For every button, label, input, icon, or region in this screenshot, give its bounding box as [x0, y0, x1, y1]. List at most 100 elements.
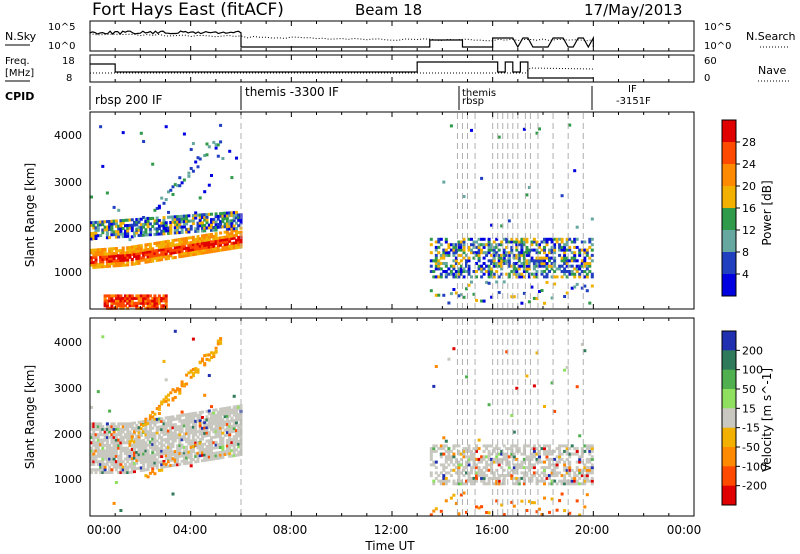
heatmap-cell [178, 417, 182, 420]
heatmap-cell [454, 444, 458, 448]
heatmap-cell [568, 471, 572, 475]
heatmap-cell [434, 262, 438, 265]
heatmap-cell [235, 413, 238, 417]
heatmap-cell [575, 460, 579, 464]
heatmap-cell [585, 248, 589, 252]
heatmap-cell [583, 256, 587, 260]
heatmap-cell [228, 244, 232, 248]
heatmap-cell [437, 251, 441, 255]
noise-right-tick-top: 10^5 [704, 22, 731, 33]
heatmap-cell [457, 272, 461, 276]
heatmap-cell [444, 272, 448, 276]
heatmap-cell [578, 471, 582, 475]
heatmap-cell [465, 270, 468, 273]
time-tick-0400: 04:00 [173, 523, 208, 537]
heatmap-cell [207, 423, 211, 426]
heatmap-cell [155, 444, 159, 448]
heatmap-cell [434, 248, 438, 252]
heatmap-cell [114, 306, 118, 310]
heatmap-cell [221, 418, 225, 422]
heatmap-cell [590, 272, 594, 276]
heatmap-cell [465, 447, 468, 451]
heatmap-cell [185, 249, 189, 253]
heatmap-cell [124, 296, 127, 300]
heatmap-cell [153, 472, 157, 476]
heatmap-cell [157, 294, 161, 298]
heatmap-cell [505, 240, 509, 244]
heatmap-cell [563, 256, 567, 260]
heatmap-cell [432, 449, 436, 453]
noise-left-tick-bottom: 10^0 [48, 41, 75, 52]
heatmap-cell [230, 211, 234, 215]
heatmap-cell [155, 301, 159, 305]
heatmap-cell [465, 375, 468, 379]
heatmap-cell [555, 240, 559, 244]
heatmap-cell [207, 452, 211, 456]
heatmap-cell [239, 221, 243, 225]
heatmap-cell [590, 457, 594, 461]
heatmap-cell [171, 248, 175, 252]
heatmap-cell [96, 433, 100, 437]
heatmap-cell [570, 264, 574, 268]
heatmap-cell [467, 237, 471, 241]
heatmap-cell [201, 246, 204, 250]
heatmap-cell [502, 251, 506, 255]
heatmap-cell [480, 455, 484, 459]
heatmap-cell [575, 245, 579, 249]
heatmap-cell [580, 248, 584, 252]
heatmap-cell [130, 462, 134, 466]
heatmap-cell [130, 296, 134, 300]
heatmap-cell [142, 140, 146, 143]
heatmap-cell [92, 422, 96, 426]
heatmap-cell [114, 462, 118, 466]
heatmap-cell [185, 230, 189, 234]
heatmap-cell [112, 501, 116, 505]
heatmap-cell [437, 447, 441, 451]
heatmap-cell [578, 272, 582, 276]
heatmap-cell [515, 466, 519, 470]
heatmap-cell [176, 460, 180, 464]
heatmap-cell [482, 455, 486, 459]
heatmap-cell [130, 454, 134, 458]
heatmap-cell [162, 294, 166, 298]
heatmap-cell [568, 259, 572, 263]
heatmap-cell [228, 237, 232, 241]
heatmap-cell [169, 249, 173, 253]
heatmap-cell [525, 474, 529, 478]
heatmap-cell [495, 447, 499, 451]
heatmap-cell [146, 443, 150, 447]
heatmap-cell [178, 391, 182, 395]
heatmap-cell [447, 272, 451, 276]
heatmap-cell [162, 443, 166, 447]
heatmap-cell [585, 479, 589, 483]
heatmap-cell [146, 301, 150, 305]
heatmap-cell [235, 233, 238, 237]
heatmap-cell [203, 458, 207, 462]
heatmap-cell [176, 455, 180, 459]
heatmap-cell [228, 435, 232, 439]
heatmap-cell [173, 425, 177, 429]
heatmap-cell [475, 444, 478, 448]
heatmap-cell [527, 479, 531, 483]
heatmap-cell [497, 291, 501, 294]
heatmap-cell [178, 446, 182, 450]
heatmap-cell [101, 252, 105, 256]
heatmap-cell [214, 424, 218, 428]
heatmap-cell [182, 254, 186, 258]
heatmap-cell [130, 262, 134, 266]
heatmap-cell [590, 248, 594, 252]
heatmap-cell [119, 430, 123, 434]
heatmap-cell [505, 272, 509, 276]
velocity-colorbar-swatch [722, 350, 736, 371]
heatmap-cell [96, 226, 100, 230]
heatmap-cell [135, 257, 139, 261]
heatmap-cell [167, 443, 170, 447]
cpid-entry-themis-3300: themis -3300 IF [245, 85, 339, 99]
heatmap-cell [189, 148, 193, 151]
heatmap-cell [124, 251, 127, 255]
freq-label-line2: [MHz] [5, 68, 34, 79]
heatmap-cell [196, 156, 200, 160]
heatmap-cell [169, 426, 173, 430]
heatmap-cell [164, 424, 168, 428]
heatmap-cell [558, 460, 562, 464]
